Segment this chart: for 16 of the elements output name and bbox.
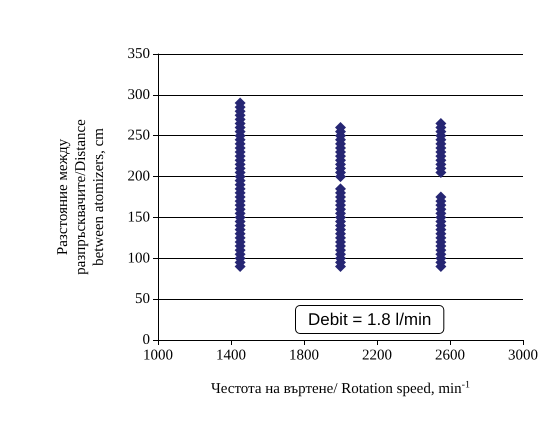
x-tick-label: 1800 xyxy=(289,348,319,364)
y-tick-label: 100 xyxy=(128,250,150,266)
x-tick-label: 2600 xyxy=(435,348,465,364)
x-tick-label: 2200 xyxy=(362,348,392,364)
y-tick-label: 50 xyxy=(135,291,150,308)
x-tick-label: 3000 xyxy=(508,348,538,364)
y-tick-label: 0 xyxy=(142,332,150,348)
x-tick-label: 1400 xyxy=(216,348,246,364)
y-tick-label: 200 xyxy=(128,168,150,185)
y-axis-title: Разстояние между разпръсквачите/Distance between atomizers, cm xyxy=(55,118,107,275)
x-tick-label: 1000 xyxy=(143,348,173,364)
annotation: Debit = 1.8 l/min xyxy=(308,310,432,329)
y-tick-label: 350 xyxy=(128,46,150,62)
y-tick-label: 150 xyxy=(128,209,150,226)
y-tick-label: 300 xyxy=(128,86,150,103)
y-tick-label: 250 xyxy=(128,128,150,144)
